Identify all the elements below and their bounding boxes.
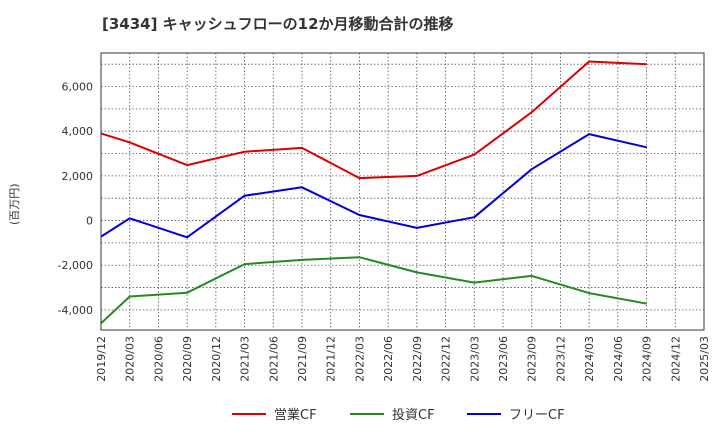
y-tick-label: -4,000 — [58, 304, 93, 317]
x-tick-label: 2022/12 — [440, 336, 453, 382]
x-tick-label: 2022/06 — [382, 336, 395, 382]
plot-border — [100, 52, 705, 331]
x-tick-label: 2021/06 — [267, 336, 280, 382]
series-line — [100, 60, 647, 180]
y-tick-label: 6,000 — [62, 81, 94, 94]
series-line — [100, 256, 647, 325]
x-tick-label: 2024/06 — [612, 336, 625, 382]
x-tick-label: 2024/12 — [669, 336, 682, 382]
y-tick-label: 2,000 — [62, 170, 94, 183]
grid-lines — [101, 53, 704, 330]
x-tick-label: 2020/06 — [152, 336, 165, 382]
legend-label: フリーCF — [509, 408, 565, 423]
x-tick-label: 2023/09 — [526, 336, 539, 382]
x-tick-label: 2023/03 — [468, 336, 481, 382]
y-tick-label: 4,000 — [62, 125, 94, 138]
x-tick-label: 2021/03 — [239, 336, 252, 382]
x-tick-label: 2021/09 — [296, 336, 309, 382]
x-tick-label: 2020/09 — [181, 336, 194, 382]
chart-title: [3434] キャッシュフローの12か月移動合計の推移 — [102, 15, 454, 33]
x-tick-label: 2024/09 — [641, 336, 654, 382]
plot-area — [101, 53, 704, 330]
y-tick-label: 0 — [86, 215, 93, 228]
y-tick-label: -2,000 — [58, 259, 93, 272]
x-tick-label: 2023/12 — [554, 336, 567, 382]
x-tick-label: 2025/03 — [698, 336, 711, 382]
x-tick-label: 2020/12 — [210, 336, 223, 382]
x-axis-ticks: 2019/12 2020/03 2020/06 2020/09 2020/12 2021/… — [95, 336, 711, 382]
legend-label: 営業CF — [274, 407, 317, 423]
x-tick-label: 2020/03 — [124, 336, 137, 382]
x-tick-label: 2021/12 — [325, 336, 338, 382]
series-lines — [100, 60, 647, 325]
series-line — [100, 133, 647, 239]
x-tick-label: 2024/03 — [583, 336, 596, 382]
x-tick-label: 2022/03 — [353, 336, 366, 382]
legend-label: 投資CF — [392, 407, 435, 423]
legend: 営業CF 投資CF フリーCF — [232, 407, 565, 423]
x-tick-label: 2019/12 — [95, 336, 108, 382]
y-axis-ticks: -4,000 -2,000 0 2,000 4,000 6,000 — [58, 81, 93, 317]
x-tick-label: 2022/09 — [411, 336, 424, 382]
x-tick-label: 2023/06 — [497, 336, 510, 382]
